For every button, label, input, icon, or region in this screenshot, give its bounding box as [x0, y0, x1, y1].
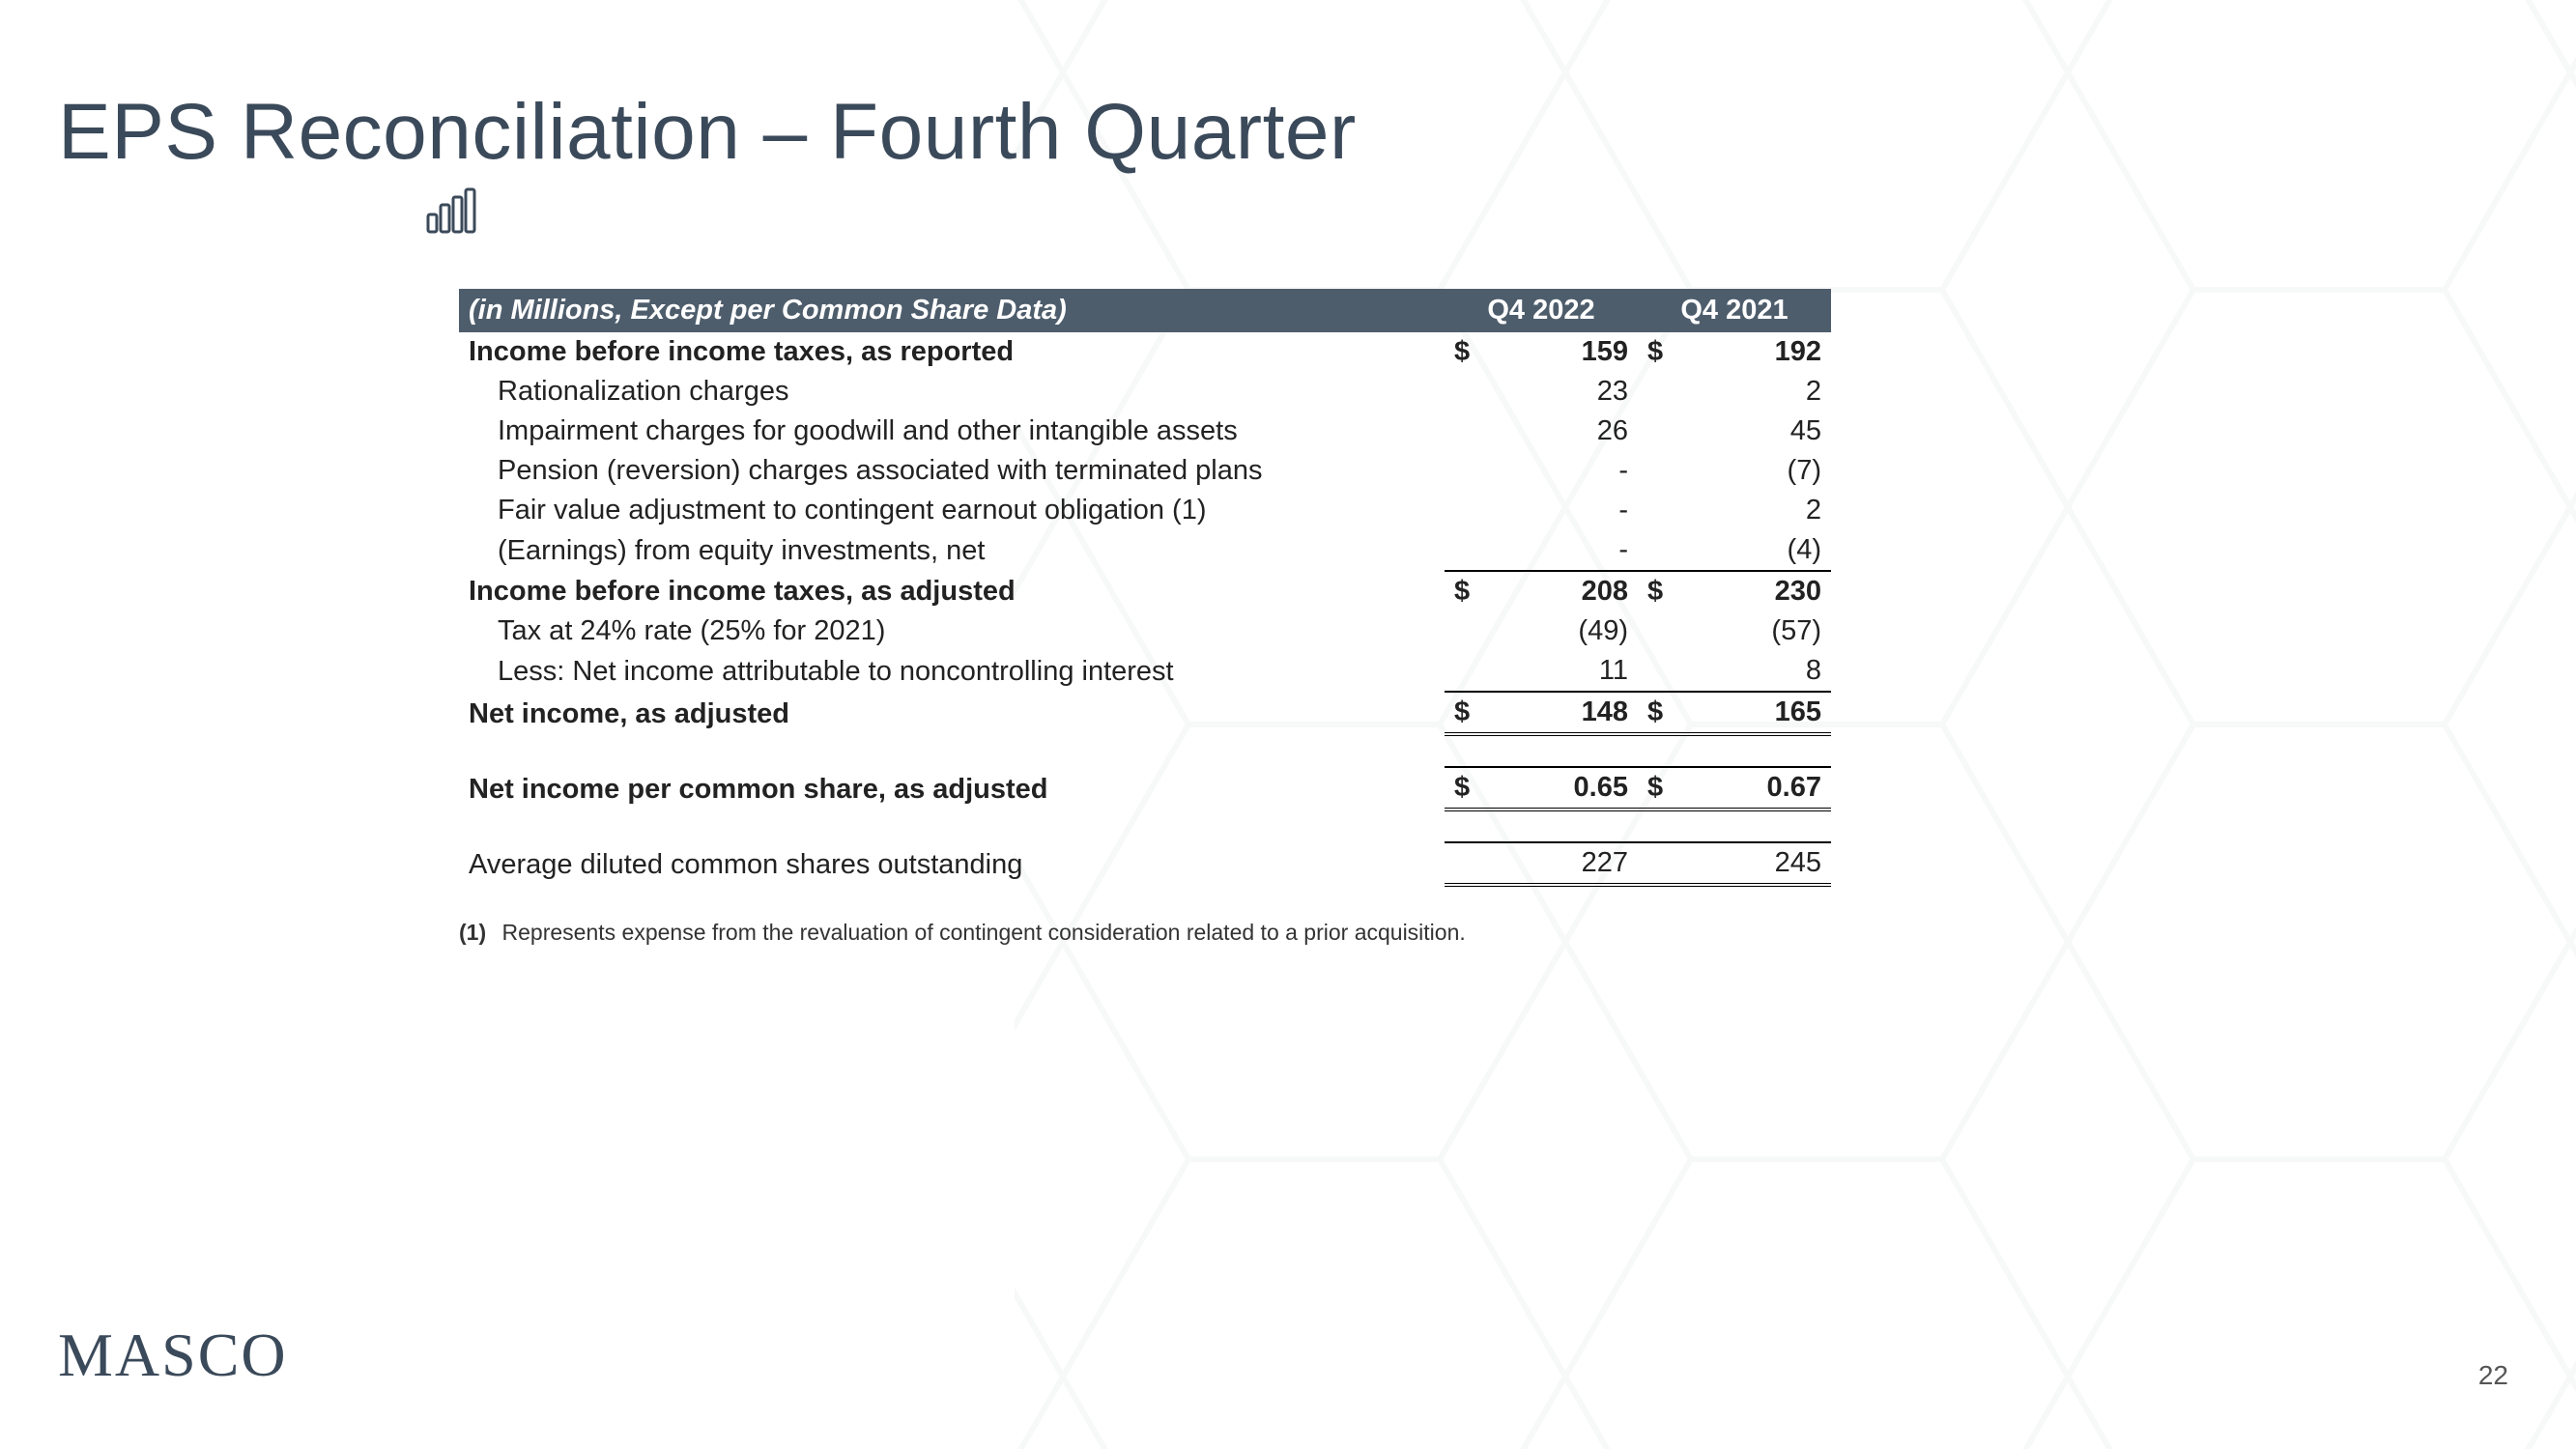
column-q4-2022: Q4 2022	[1445, 289, 1638, 332]
shares-row: Average diluted common shares outstandin…	[459, 842, 1831, 885]
row-label: Impairment charges for goodwill and othe…	[459, 412, 1445, 451]
value-2022: 26	[1483, 412, 1638, 451]
spacer	[459, 734, 1831, 767]
footnote-text: Represents expense from the revaluation …	[502, 920, 1466, 945]
currency-symbol: $	[1638, 571, 1676, 611]
value-2022: 148	[1483, 692, 1638, 734]
value-2022: 23	[1483, 372, 1638, 412]
value-2021: 2	[1676, 491, 1831, 530]
value-2021: 165	[1676, 692, 1831, 734]
table-row: (Earnings) from equity investments, net …	[459, 530, 1831, 571]
table-row: Net income, as adjusted $ 148 $ 165	[459, 692, 1831, 734]
table-header-label: (in Millions, Except per Common Share Da…	[459, 289, 1445, 332]
row-label: Less: Net income attributable to noncont…	[459, 651, 1445, 692]
value-2021: 8	[1676, 651, 1831, 692]
currency-symbol: $	[1445, 692, 1483, 734]
value-2021: 230	[1676, 571, 1831, 611]
table-row: Impairment charges for goodwill and othe…	[459, 412, 1831, 451]
value-2022: 11	[1483, 651, 1638, 692]
row-label: (Earnings) from equity investments, net	[459, 530, 1445, 571]
row-label: Average diluted common shares outstandin…	[459, 842, 1445, 885]
page-title: EPS Reconciliation – Fourth Quarter	[58, 87, 2518, 178]
table-row: Tax at 24% rate (25% for 2021) (49) (57)	[459, 611, 1831, 651]
table-row: Pension (reversion) charges associated w…	[459, 451, 1831, 491]
value-2022: -	[1483, 451, 1638, 491]
value-2022: 227	[1483, 842, 1638, 885]
value-2022: 208	[1483, 571, 1638, 611]
value-2021: (57)	[1676, 611, 1831, 651]
currency-symbol: $	[1638, 692, 1676, 734]
footnote: (1) Represents expense from the revaluat…	[459, 920, 1831, 946]
value-2021: 245	[1676, 842, 1831, 885]
page-number: 22	[2478, 1360, 2508, 1391]
row-label: Pension (reversion) charges associated w…	[459, 451, 1445, 491]
currency-symbol: $	[1445, 332, 1483, 372]
value-2022: (49)	[1483, 611, 1638, 651]
row-label: Tax at 24% rate (25% for 2021)	[459, 611, 1445, 651]
value-2021: 0.67	[1676, 767, 1831, 810]
row-label: Income before income taxes, as adjusted	[459, 571, 1445, 611]
table-row: Less: Net income attributable to noncont…	[459, 651, 1831, 692]
value-2021: 192	[1676, 332, 1831, 372]
value-2022: 0.65	[1483, 767, 1638, 810]
spacer	[459, 810, 1831, 842]
eps-row: Net income per common share, as adjusted…	[459, 767, 1831, 810]
bar-chart-icon	[425, 187, 2518, 241]
row-label: Income before income taxes, as reported	[459, 332, 1445, 372]
value-2021: (7)	[1676, 451, 1831, 491]
row-label: Net income per common share, as adjusted	[459, 767, 1445, 810]
currency-symbol: $	[1638, 767, 1676, 810]
table-row: Income before income taxes, as adjusted …	[459, 571, 1831, 611]
currency-symbol: $	[1445, 767, 1483, 810]
column-q4-2021: Q4 2021	[1638, 289, 1831, 332]
value-2022: -	[1483, 491, 1638, 530]
table-row: Rationalization charges 23 2	[459, 372, 1831, 412]
value-2022: -	[1483, 530, 1638, 571]
row-label: Net income, as adjusted	[459, 692, 1445, 734]
row-label: Rationalization charges	[459, 372, 1445, 412]
value-2021: 45	[1676, 412, 1831, 451]
value-2022: 159	[1483, 332, 1638, 372]
table-header-row: (in Millions, Except per Common Share Da…	[459, 289, 1831, 332]
footnote-number: (1)	[459, 920, 486, 945]
masco-logo: MASCO	[58, 1320, 288, 1391]
value-2021: (4)	[1676, 530, 1831, 571]
row-label: Fair value adjustment to contingent earn…	[459, 491, 1445, 530]
currency-symbol: $	[1445, 571, 1483, 611]
reconciliation-table: (in Millions, Except per Common Share Da…	[459, 289, 1831, 946]
table-row: Income before income taxes, as reported …	[459, 332, 1831, 372]
value-2021: 2	[1676, 372, 1831, 412]
currency-symbol: $	[1638, 332, 1676, 372]
table-row: Fair value adjustment to contingent earn…	[459, 491, 1831, 530]
